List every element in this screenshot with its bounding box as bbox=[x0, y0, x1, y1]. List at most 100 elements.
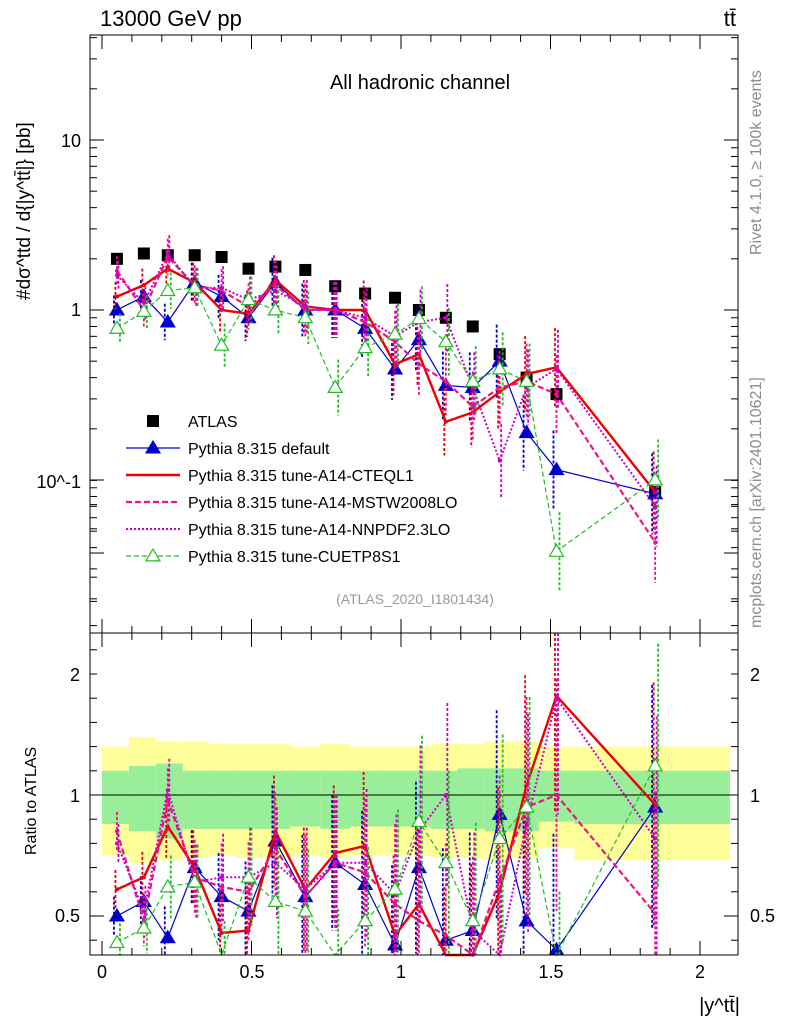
ratio-series-point bbox=[416, 918, 421, 923]
series-point bbox=[548, 543, 565, 557]
series-point bbox=[327, 379, 344, 394]
main-y-axis-label: #dσ^ttd / d{|y^tt̄|} [pb] bbox=[14, 122, 35, 300]
legend-label: Pythia 8.315 default bbox=[188, 441, 330, 458]
ratio-y-tick-label-0.5-right: 0.5 bbox=[750, 906, 775, 926]
series-point bbox=[186, 279, 203, 294]
ratio-series-point bbox=[443, 793, 448, 797]
series-point bbox=[410, 310, 427, 325]
ratio-series-point bbox=[437, 854, 454, 869]
x-tick-label-1: 1 bbox=[396, 962, 406, 982]
series-point bbox=[267, 301, 284, 316]
atlas-data-point bbox=[137, 247, 150, 260]
series-point bbox=[240, 291, 257, 306]
series-point bbox=[165, 251, 170, 256]
ratio-series-point bbox=[410, 813, 427, 828]
legend-label: Pythia 8.315 tune-A14-CTEQL1 bbox=[188, 468, 414, 485]
ratio-band-green bbox=[182, 770, 210, 829]
ratio-series-point bbox=[240, 869, 257, 883]
ratio-series-point bbox=[219, 875, 224, 880]
ratio-series-line bbox=[115, 793, 656, 957]
ratio-series-line bbox=[116, 695, 656, 957]
series-line bbox=[116, 267, 657, 493]
ratio-series-point bbox=[165, 788, 170, 793]
ratio-series-point bbox=[159, 929, 176, 944]
series-point bbox=[497, 385, 502, 390]
atlas-data-point bbox=[389, 291, 402, 304]
ratio-series-point bbox=[653, 836, 658, 841]
ratio-series-point bbox=[470, 928, 475, 933]
process-label: tt̄ bbox=[724, 6, 736, 31]
ratio-series-point bbox=[186, 873, 203, 888]
series-point bbox=[416, 362, 421, 367]
ratio-series-point bbox=[108, 907, 125, 922]
ratio-series-point bbox=[363, 860, 368, 865]
ratio-series-point bbox=[518, 798, 535, 813]
ratio-series-point bbox=[108, 934, 125, 949]
series-point bbox=[443, 379, 448, 384]
series-point bbox=[647, 471, 664, 486]
series-point bbox=[464, 373, 481, 387]
series-point bbox=[273, 288, 278, 293]
legend-label: ATLAS bbox=[188, 414, 238, 431]
ratio-y-tick-label-0.5-left: 0.5 bbox=[55, 906, 80, 926]
series-point bbox=[333, 308, 338, 312]
series-point bbox=[386, 326, 404, 340]
main-panel: All hadronic channel (ATLAS_2020_I180143… bbox=[14, 34, 739, 634]
series-point bbox=[141, 300, 146, 305]
series-point bbox=[135, 303, 152, 317]
y-tick-label-0.1: 10^-1 bbox=[37, 472, 81, 492]
series-point bbox=[159, 313, 176, 328]
ratio-series-point bbox=[333, 860, 338, 865]
legend-marker bbox=[144, 439, 162, 454]
series-point bbox=[114, 294, 119, 299]
ratio-series-point bbox=[273, 860, 278, 865]
ratio-band-green bbox=[263, 770, 291, 829]
series-point bbox=[518, 424, 535, 439]
ratio-band-green bbox=[236, 770, 264, 829]
ratio-series-point bbox=[554, 696, 559, 701]
analysis-watermark: (ATLAS_2020_I1801434) bbox=[336, 591, 494, 607]
legend-marker bbox=[144, 547, 162, 562]
ratio-series-point bbox=[416, 829, 421, 834]
atlas-data-point bbox=[188, 249, 201, 262]
ratio-y-tick-label-1-left: 1 bbox=[70, 786, 80, 806]
ratio-series-point bbox=[114, 887, 119, 892]
x-axis-label: |y^tt̄| bbox=[699, 995, 740, 1017]
ratio-band-green bbox=[380, 770, 407, 827]
ratio-frame bbox=[89, 632, 739, 956]
ratio-band-green bbox=[290, 770, 321, 827]
main-frame bbox=[89, 34, 739, 634]
legend: ATLAS Pythia 8.315 default Pythia 8.315 tu… bbox=[126, 414, 457, 566]
ratio-series-point bbox=[386, 881, 404, 895]
atlas-data-point bbox=[299, 263, 312, 276]
atlas-data-point bbox=[466, 320, 479, 333]
legend-marker-atlas bbox=[147, 415, 159, 427]
energy-label: 13000 GeV pp bbox=[100, 6, 242, 31]
ratio-series-point bbox=[159, 878, 176, 893]
series-point bbox=[653, 504, 658, 509]
ratio-series-point bbox=[141, 875, 146, 880]
ratio-series-point bbox=[647, 757, 664, 772]
ratio-series-point bbox=[297, 902, 314, 917]
ratio-series-point bbox=[246, 928, 251, 933]
x-tick-label-1.5: 1.5 bbox=[538, 962, 563, 982]
atlas-data-point bbox=[329, 280, 342, 293]
series-point bbox=[497, 458, 502, 463]
series-point bbox=[363, 315, 368, 320]
ratio-band-green bbox=[128, 765, 156, 832]
ratio-series-point bbox=[357, 912, 374, 927]
x-tick-label-0: 0 bbox=[97, 962, 107, 982]
series-point bbox=[357, 339, 374, 354]
atlas-data-point bbox=[215, 251, 228, 264]
series-point bbox=[491, 360, 508, 375]
ratio-series-point bbox=[518, 912, 535, 927]
series-point bbox=[219, 285, 224, 290]
series-point bbox=[303, 304, 308, 309]
ratio-band-green bbox=[406, 770, 431, 827]
ratio-band-green bbox=[209, 770, 237, 829]
rivet-version-label: Rivet 4.1.0, ≥ 100k events bbox=[748, 70, 765, 255]
y-tick-label-10: 10 bbox=[61, 131, 81, 151]
legend-label: Pythia 8.315 tune-A14-NNPDF2.3LO bbox=[188, 522, 450, 539]
series-point bbox=[108, 320, 125, 334]
ratio-panel: Ratio to ATLAS 2 1 0.5 2 1 0.5 0 0.5 1 1… bbox=[23, 479, 775, 1017]
